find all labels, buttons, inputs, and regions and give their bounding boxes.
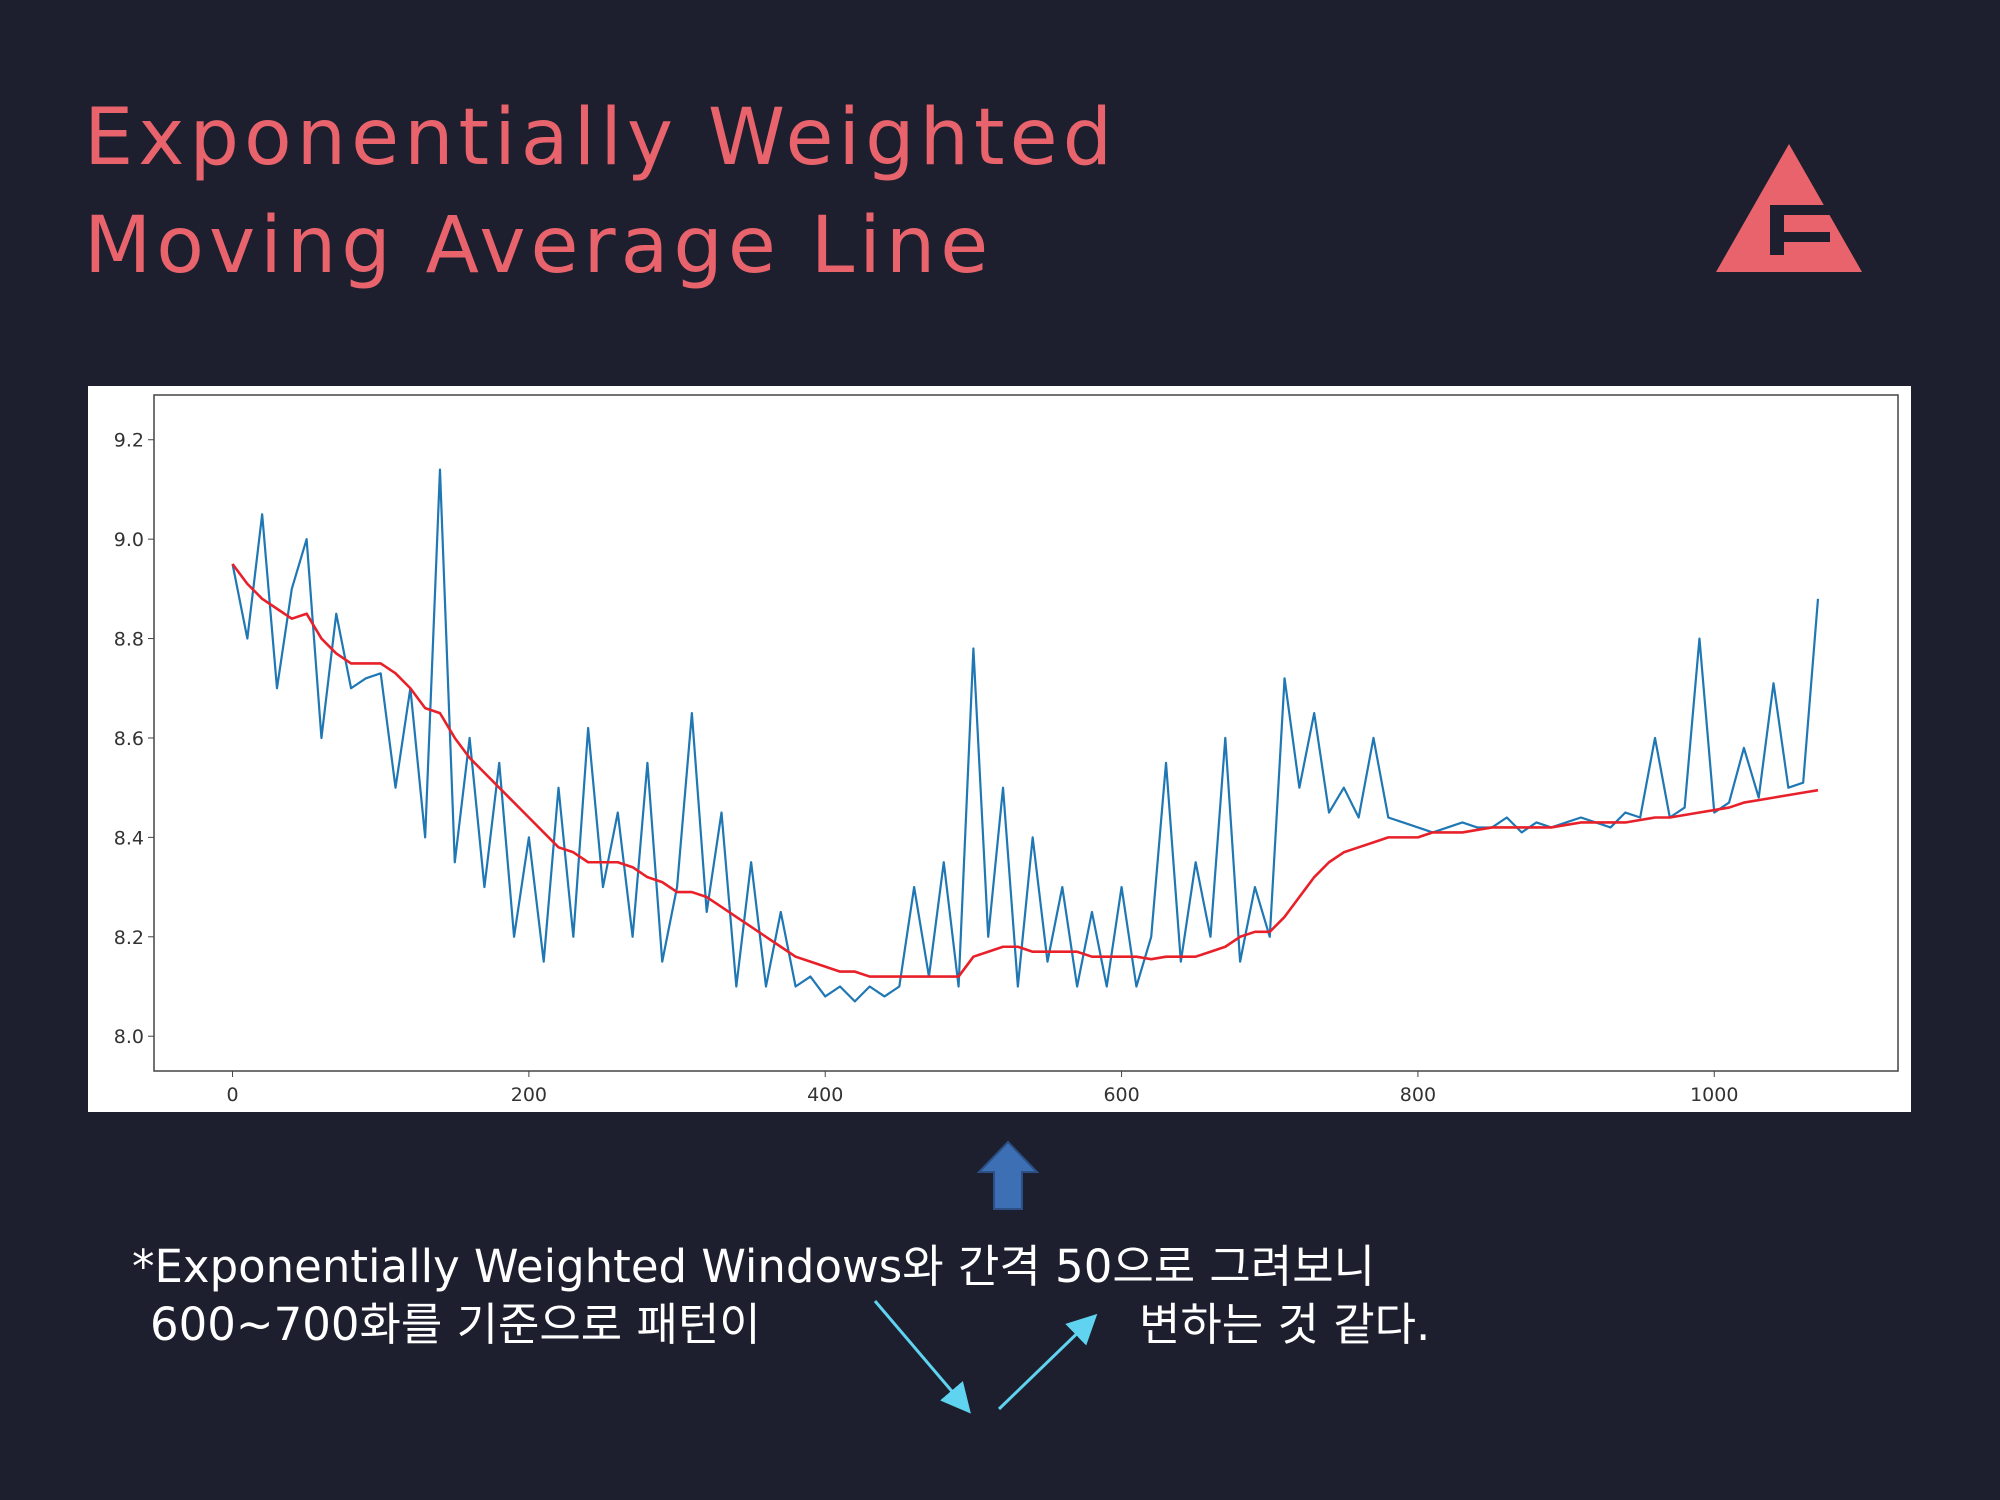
y-tick-label: 8.6 [114,728,144,750]
y-tick-label: 9.2 [114,430,144,452]
chart-background [88,386,1911,1112]
caption-line: 변하는 것 같다. [1139,1298,1430,1351]
y-tick-label: 9.0 [114,529,144,551]
x-tick-label: 800 [1400,1084,1436,1106]
x-tick-label: 1000 [1690,1084,1738,1106]
caption-line: 600~700화를 기준으로 패턴이 [150,1298,761,1351]
up-arrow [976,1140,1040,1210]
title-line: Exponentially Weighted [84,93,1117,183]
plot: 8.0 8.2 8.4 8.6 8.8 9.0 9.2 0 200 400 600 800 1000 [114,430,1820,1106]
x-tick-label: 0 [226,1084,238,1106]
caption-line: *Exponentially Weighted Windows와 간격 50으로… [132,1240,1375,1293]
pointer-arrow [997,1313,1098,1411]
x-tick-label: 400 [807,1084,843,1106]
plot-frame [153,394,1899,1072]
x-tick-label: 200 [511,1084,547,1106]
y-tick-label: 8.4 [114,827,144,849]
data-line [231,563,1819,978]
y-tick-label: 8.8 [114,629,144,651]
x-tick-label: 600 [1103,1084,1139,1106]
y-tick-label: 8.0 [114,1026,144,1048]
pointer-arrow [873,1300,971,1414]
y-tick-label: 8.2 [114,927,144,949]
title-line: Moving Average Line [84,201,993,291]
logo [1716,144,1862,272]
